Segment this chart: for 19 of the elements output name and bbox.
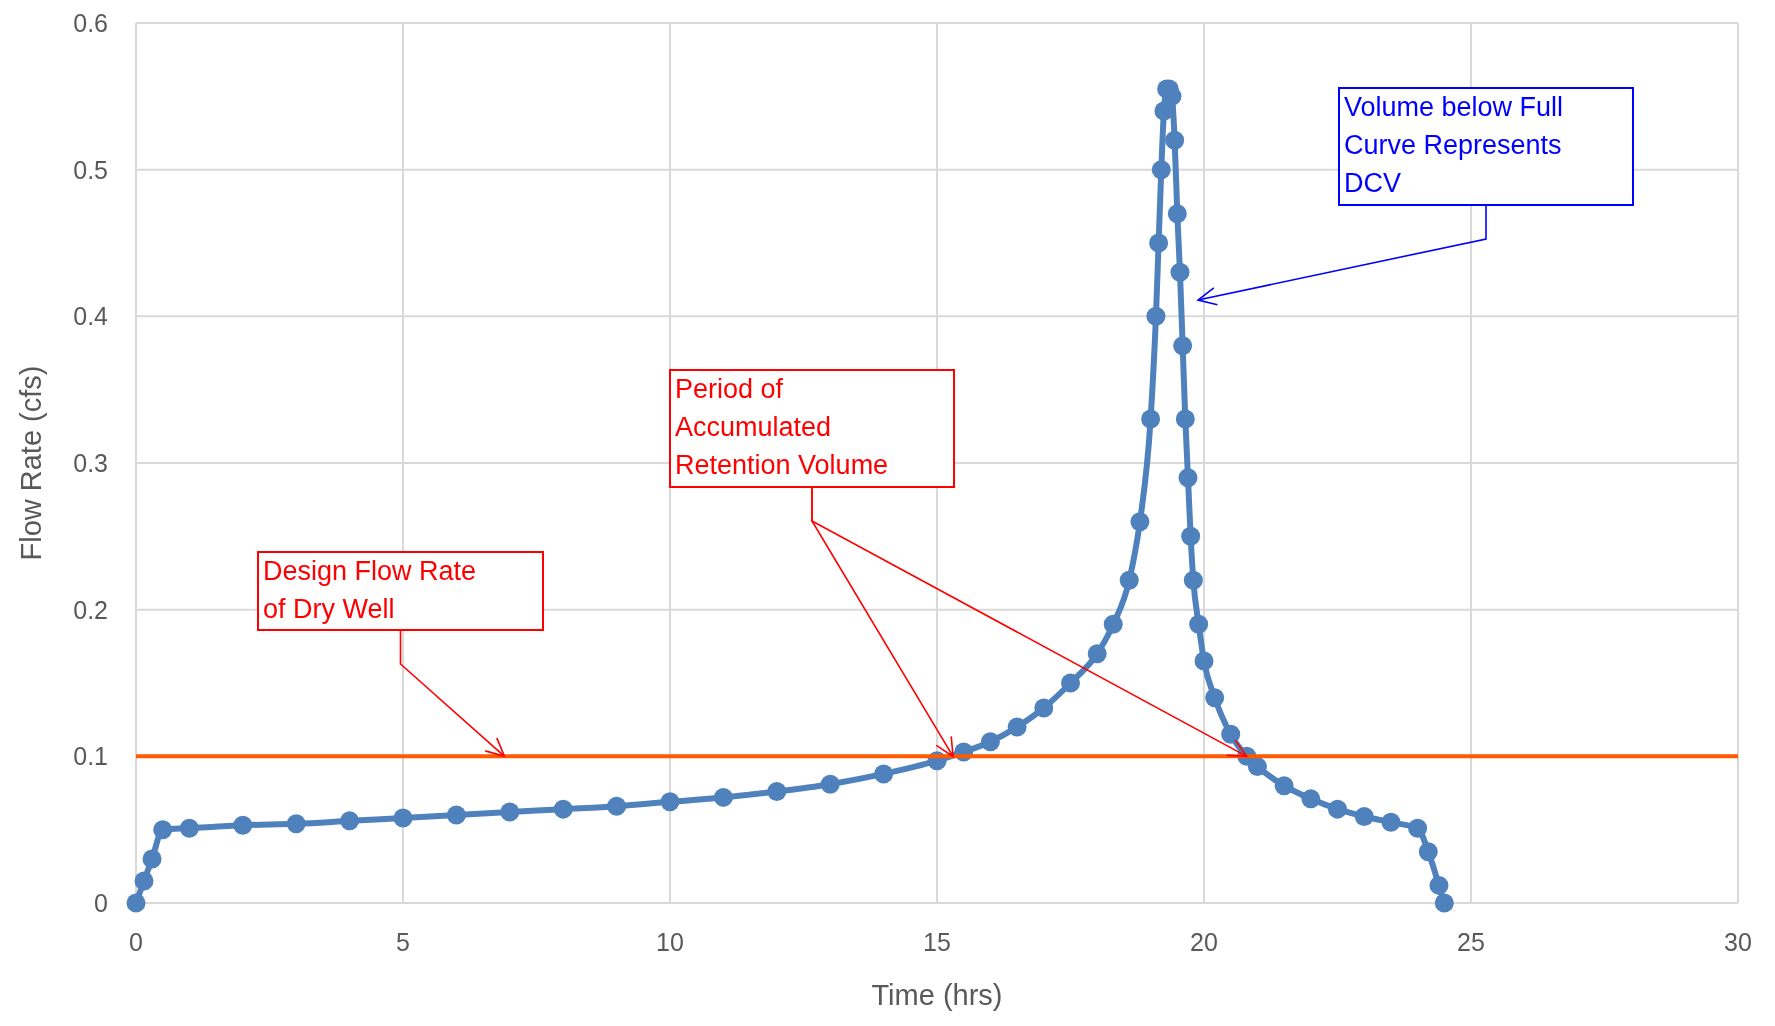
x-tick-label: 30 (1724, 928, 1752, 956)
y-tick-label: 0.1 (73, 742, 108, 771)
y-tick-label: 0.2 (73, 595, 108, 624)
y-tick-label: 0.3 (73, 449, 108, 477)
x-axis-title: Time (hrs) (871, 979, 1003, 1011)
y-tick-label: 0 (94, 889, 108, 917)
x-tick-label: 25 (1457, 928, 1485, 956)
y-tick-label: 0.4 (73, 302, 109, 331)
x-tick-label: 0 (129, 928, 143, 956)
x-tick-label: 15 (923, 928, 951, 956)
x-tick-label: 10 (656, 928, 684, 956)
annotation: Volume below Full Curve Represents DCV (1344, 92, 1564, 198)
x-tick-label: 5 (396, 928, 410, 956)
x-tick-label: 20 (1190, 928, 1218, 956)
y-tick-label: 0.5 (73, 155, 108, 184)
y-axis-title: Flow Rate (cfs) (15, 365, 47, 561)
annotation: Design Flow Rate of Dry Well (263, 556, 477, 624)
y-tick-label: 0.6 (73, 9, 108, 37)
annotation: Period of Accumulated Retention Volume (675, 374, 889, 480)
